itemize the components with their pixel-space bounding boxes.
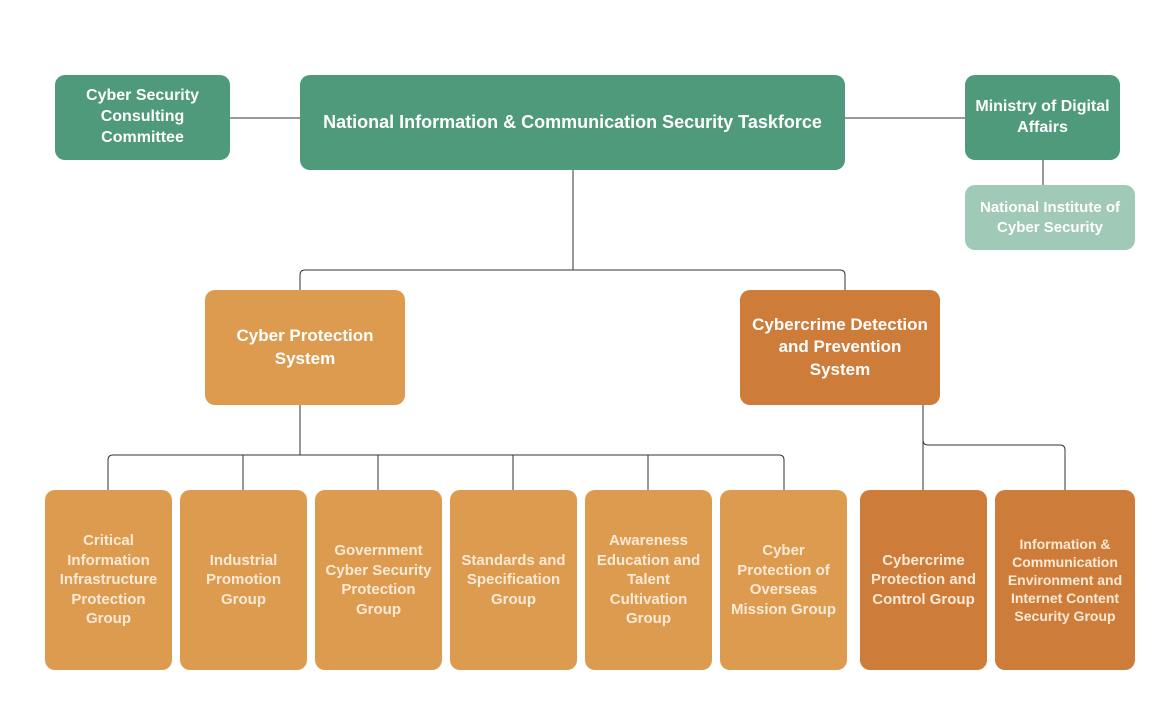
node-leaf-overseas-mission: Cyber Protection of Overseas Mission Gro…: [720, 490, 847, 670]
node-label: Awareness Education and Talent Cultivati…: [593, 531, 704, 629]
node-label: National Information & Communication Sec…: [323, 111, 822, 134]
node-leaf-critical-info-infrastructure: Critical Information Infrastructure Prot…: [45, 490, 172, 670]
node-label: Information & Communication Environment …: [1003, 535, 1127, 626]
node-label: National Institute of Cyber Security: [973, 198, 1127, 237]
node-leaf-standards-specification: Standards and Specification Group: [450, 490, 577, 670]
node-ministry: Ministry of Digital Affairs: [965, 75, 1120, 160]
node-taskforce: National Information & Communication Sec…: [300, 75, 845, 170]
node-leaf-industrial-promotion: Industrial Promotion Group: [180, 490, 307, 670]
node-cybercrime-detection-prevention-system: Cybercrime Detection and Prevention Syst…: [740, 290, 940, 405]
node-leaf-info-comm-environment: Information & Communication Environment …: [995, 490, 1135, 670]
node-institute: National Institute of Cyber Security: [965, 185, 1135, 250]
node-label: Cyber Protection System: [213, 325, 397, 369]
node-label: Cyber Protection of Overseas Mission Gro…: [728, 541, 839, 619]
node-label: Cybercrime Detection and Prevention Syst…: [748, 314, 932, 380]
node-committee: Cyber Security Consulting Committee: [55, 75, 230, 160]
node-label: Cybercrime Protection and Control Group: [868, 551, 979, 610]
node-label: Standards and Specification Group: [458, 551, 569, 610]
node-leaf-cybercrime-protection-control: Cybercrime Protection and Control Group: [860, 490, 987, 670]
node-leaf-government-cyber-security: Government Cyber Security Protection Gro…: [315, 490, 442, 670]
node-label: Critical Information Infrastructure Prot…: [53, 531, 164, 629]
node-label: Cyber Security Consulting Committee: [63, 86, 222, 148]
node-leaf-awareness-education: Awareness Education and Talent Cultivati…: [585, 490, 712, 670]
node-label: Ministry of Digital Affairs: [973, 97, 1112, 139]
node-label: Industrial Promotion Group: [188, 551, 299, 610]
node-cyber-protection-system: Cyber Protection System: [205, 290, 405, 405]
node-label: Government Cyber Security Protection Gro…: [323, 541, 434, 619]
